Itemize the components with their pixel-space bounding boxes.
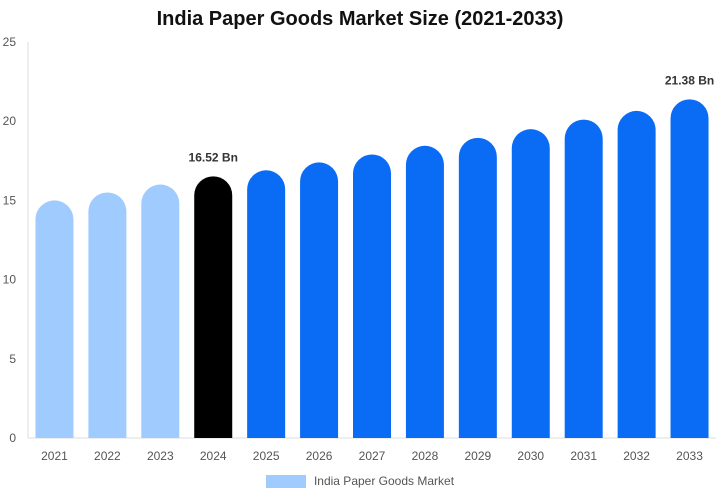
x-tick-label: 2029 [464,449,491,463]
bar-2025 [247,170,286,438]
x-tick-label: 2028 [412,449,439,463]
bars [35,99,709,439]
data-label-2033: 21.38 Bn [665,73,714,87]
x-tick-label: 2025 [253,449,280,463]
bar-2027 [353,154,391,439]
x-tick-label: 2027 [359,449,386,463]
x-tick-label: 2032 [623,449,650,463]
x-tick-label: 2026 [306,449,333,463]
y-tick-label: 15 [3,193,17,207]
legend-label: India Paper Goods Market [313,474,455,488]
labels: 2021 2022 2023 2024 2025 2026 2027 2028 2029 2030… [41,73,714,463]
legend: India Paper Goods Market [0,474,720,488]
x-tick-label: 2031 [570,449,597,463]
bar-2023 [141,184,180,438]
bar-2033 [670,99,709,439]
bar-2024 [194,176,233,439]
y-tick-label: 25 [3,35,17,49]
chart-title: India Paper Goods Market Size (2021-2033… [156,8,564,30]
bar-2028 [405,145,444,438]
y-tick-label: 5 [9,352,16,366]
x-tick-label: 2024 [200,449,227,463]
bar-2031 [564,119,603,438]
bar-2030 [511,129,550,438]
bar-2021 [35,200,74,438]
x-tick-label: 2022 [94,449,121,463]
bar-2022 [88,192,127,438]
y-tick-label: 10 [3,273,17,287]
y-tick-label: 20 [3,114,17,128]
bar-2026 [300,162,339,438]
bar-2032 [617,110,656,439]
legend-swatch [265,474,306,488]
y-tick-label: 0 [9,431,16,445]
data-label-2024: 16.52 Bn [189,150,238,164]
x-tick-label: 2021 [41,449,68,463]
x-tick-label: 2033 [676,449,703,463]
x-tick-label: 2030 [517,449,544,463]
bar-2029 [458,137,497,438]
x-tick-label: 2023 [147,449,174,463]
